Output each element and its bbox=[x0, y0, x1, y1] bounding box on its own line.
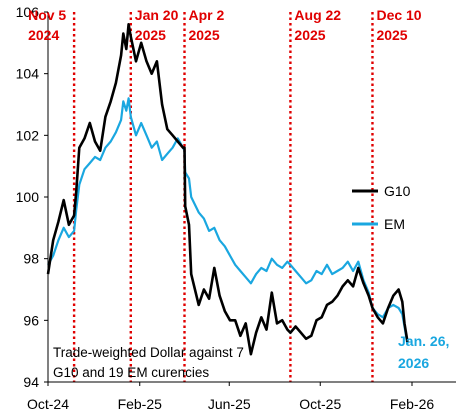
event-label-2024-11-05-line1: Nov 5 bbox=[28, 7, 66, 23]
event-labels: Nov 5 2024 Jan 20 2025 Apr 2 2025 Aug 22 2025 De… bbox=[28, 7, 422, 43]
y-tick-label-94: 94 bbox=[23, 374, 39, 390]
legend-label-em: EM bbox=[384, 216, 405, 232]
legend: G10 EM bbox=[352, 183, 411, 232]
x-tick-label-feb-25: Feb-25 bbox=[118, 396, 163, 412]
legend-label-g10: G10 bbox=[384, 183, 411, 199]
x-tick-label-oct-24: Oct-24 bbox=[27, 396, 69, 412]
x-tick-label-jun-25: Jun-25 bbox=[208, 396, 251, 412]
y-tick-label-106: 106 bbox=[16, 4, 40, 20]
note-line-2: G10 and 19 EM curencies bbox=[53, 365, 209, 380]
event-label-2024-11-05-line2: 2024 bbox=[28, 27, 59, 43]
x-tick-label-oct-25: Oct-25 bbox=[299, 396, 341, 412]
event-label-2025-01-20-line2: 2025 bbox=[135, 27, 166, 43]
end-label-year: 2026 bbox=[398, 355, 429, 371]
series-line-em bbox=[47, 97, 409, 346]
series-line-g10 bbox=[46, 22, 409, 356]
end-label-date: Jan. 26, bbox=[398, 333, 449, 349]
event-label-2025-08-22-line2: 2025 bbox=[294, 27, 325, 43]
note-line-1: Trade-weighted Dollar against 7 bbox=[53, 345, 244, 360]
event-label-2025-12-10-line2: 2025 bbox=[376, 27, 407, 43]
y-tick-label-98: 98 bbox=[23, 251, 39, 267]
chart-note: Trade-weighted Dollar against 7 G10 and … bbox=[53, 345, 244, 380]
y-tick-label-104: 104 bbox=[16, 66, 40, 82]
series-layer bbox=[46, 22, 409, 356]
event-label-2025-08-22-line1: Aug 22 bbox=[294, 7, 341, 23]
end-annotation: Jan. 26, 2026 bbox=[398, 333, 449, 371]
y-tick-label-102: 102 bbox=[16, 127, 40, 143]
event-label-2025-04-02-line1: Apr 2 bbox=[188, 7, 224, 23]
y-tick-label-96: 96 bbox=[23, 312, 39, 328]
y-axis-ticks: 94 96 98 100 102 104 106 bbox=[16, 4, 48, 390]
y-tick-label-100: 100 bbox=[16, 189, 40, 205]
x-tick-label-feb-26: Feb-26 bbox=[390, 396, 435, 412]
event-label-2025-04-02-line2: 2025 bbox=[188, 27, 219, 43]
event-lines bbox=[72, 12, 374, 382]
event-label-2025-12-10-line1: Dec 10 bbox=[376, 7, 421, 23]
x-axis-ticks: Oct-24 Feb-25 Jun-25 Oct-25 Feb-26 bbox=[27, 382, 434, 412]
event-label-2025-01-20-line1: Jan 20 bbox=[135, 7, 179, 23]
